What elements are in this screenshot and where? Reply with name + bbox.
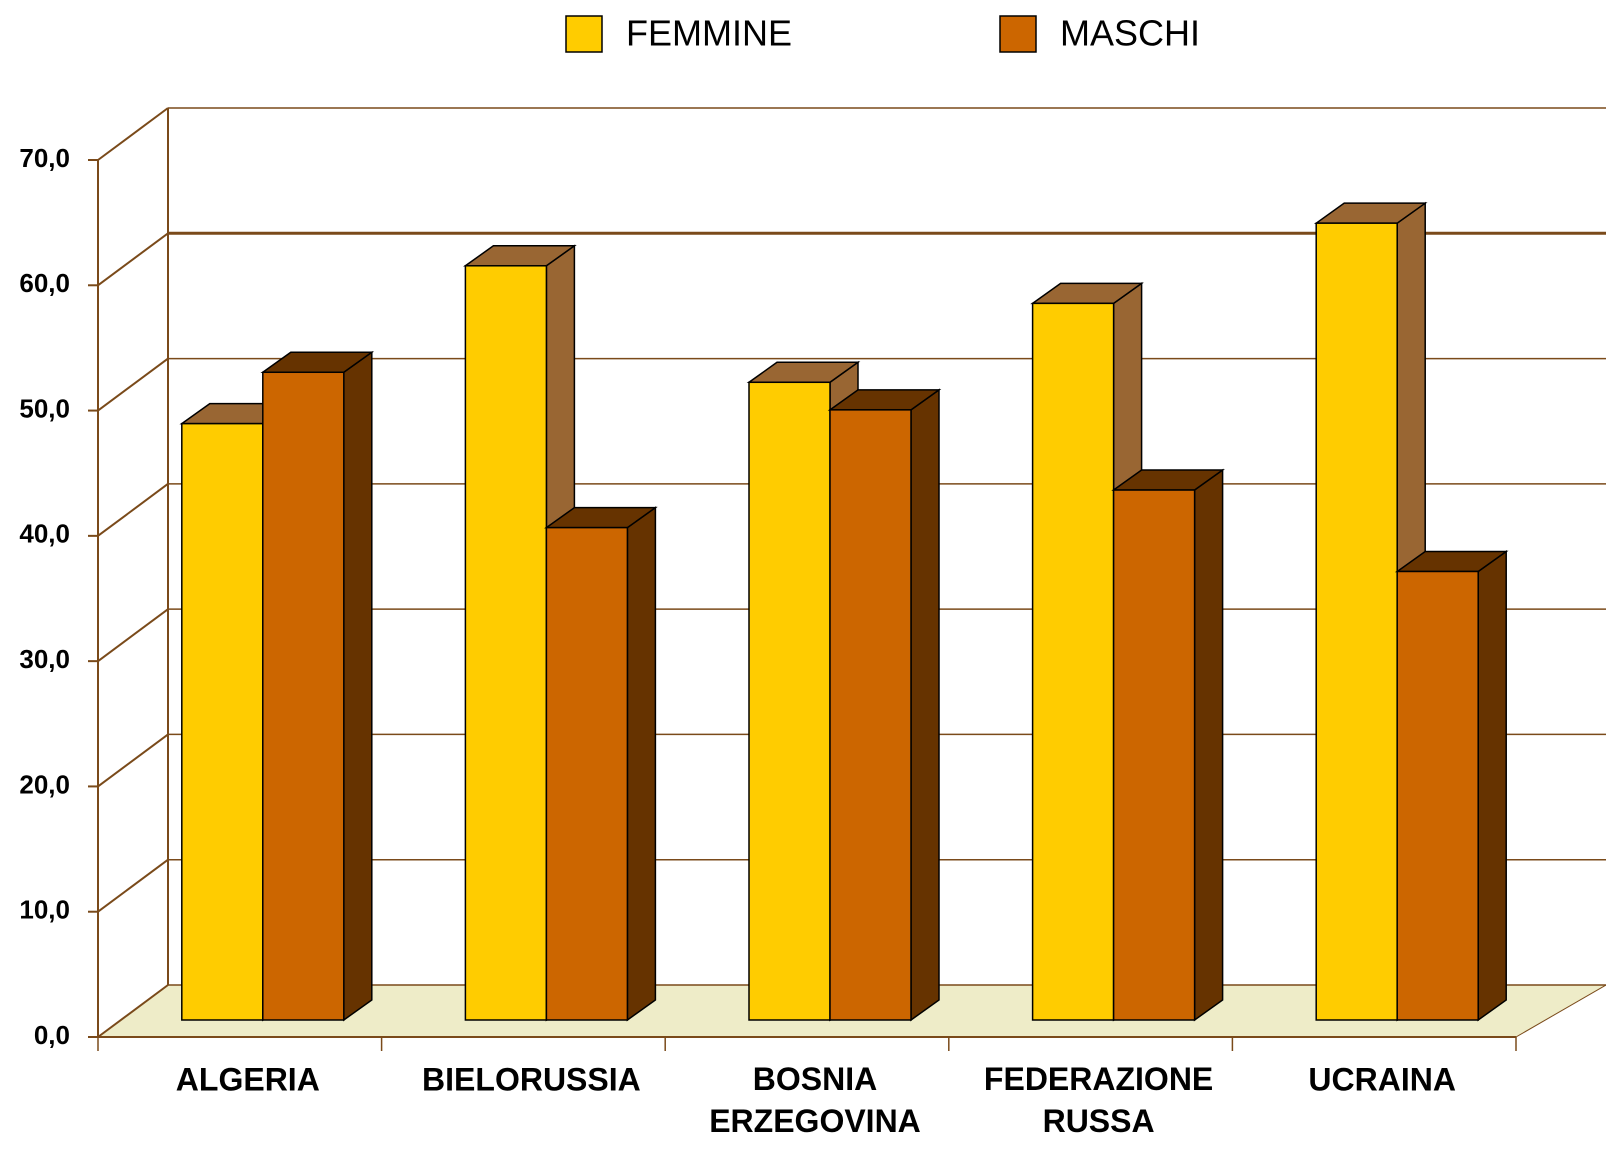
bar <box>545 526 629 1021</box>
bar <box>1396 570 1479 1021</box>
y-tick-label: 50,0 <box>19 393 70 423</box>
bar <box>1112 489 1196 1021</box>
right-floor-edge <box>1515 984 1606 1038</box>
bar-side <box>1477 550 1507 1022</box>
grid-line <box>97 357 169 412</box>
bar <box>829 409 912 1021</box>
y-tick-label: 0,0 <box>34 1020 70 1050</box>
y-tick-label: 20,0 <box>19 769 70 799</box>
grid-line <box>97 858 169 913</box>
bar-side <box>626 506 657 1022</box>
y-tick-label: 60,0 <box>19 268 70 298</box>
bar <box>464 265 548 1021</box>
grid-line <box>97 984 169 1038</box>
bar <box>748 381 831 1021</box>
legend-label: MASCHI <box>1060 13 1200 54</box>
x-tick-label: ALGERIA <box>176 1061 320 1097</box>
y-tick-label: 30,0 <box>19 644 70 674</box>
x-tick-label: FEDERAZIONE RUSSA <box>984 1061 1213 1139</box>
y-tick-label: 10,0 <box>19 895 70 925</box>
legend-label: FEMMINE <box>626 13 792 54</box>
grid-line <box>97 483 169 537</box>
y-tick-label: 70,0 <box>19 143 70 173</box>
bar-side <box>1193 468 1224 1022</box>
legend-swatch <box>565 15 603 53</box>
bar-side <box>910 388 940 1022</box>
grid-line <box>97 232 169 287</box>
bar <box>1315 222 1398 1021</box>
y-tick-label: 40,0 <box>19 519 70 549</box>
bar <box>262 371 345 1021</box>
grid-line <box>97 733 169 788</box>
legend-swatch <box>999 15 1037 53</box>
bar <box>181 422 264 1021</box>
bar <box>1031 302 1115 1021</box>
bar-side <box>343 350 373 1022</box>
grid-line <box>97 107 169 161</box>
x-tick-label: BIELORUSSIA <box>422 1061 641 1097</box>
grid-line <box>97 608 169 662</box>
x-tick-label: UCRAINA <box>1308 1061 1456 1097</box>
x-tick-label: BOSNIA ERZEGOVINA <box>709 1061 921 1139</box>
